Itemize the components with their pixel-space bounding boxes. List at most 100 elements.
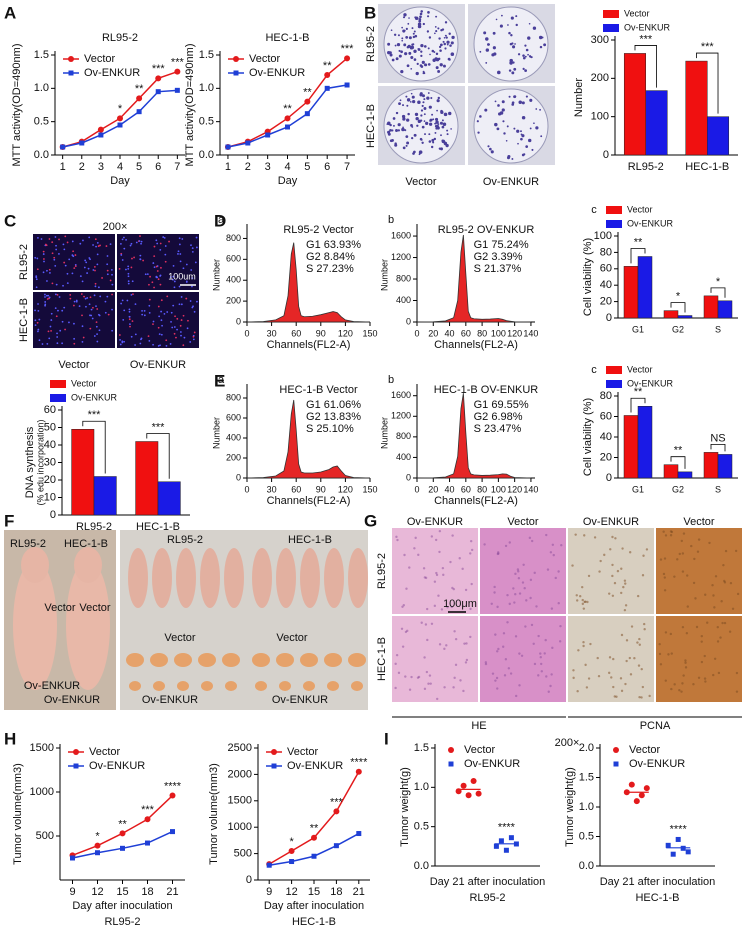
nucleus: [138, 240, 141, 242]
nucleus: [50, 329, 52, 332]
marker: [245, 140, 251, 146]
nucleus: [94, 238, 97, 241]
nucleus: [95, 321, 98, 324]
colony: [387, 50, 391, 55]
legend-label: Vector: [84, 53, 116, 65]
axis-label: Tumor weight(g): [564, 767, 576, 847]
nucleus: [118, 334, 121, 336]
y-tick-label: 1.5: [579, 771, 594, 783]
texture: [465, 642, 468, 645]
texture: [704, 680, 707, 683]
stat: G2 8.84%: [306, 251, 355, 263]
nucleus: [51, 252, 54, 255]
texture: [465, 658, 469, 662]
texture: [611, 563, 614, 567]
x-tick-label: 0: [414, 484, 419, 494]
texture: [513, 601, 516, 604]
colony: [415, 71, 419, 76]
x-tick-label: 6: [155, 161, 161, 173]
colony: [411, 43, 414, 46]
colony: [386, 123, 389, 125]
mouse: [200, 548, 220, 608]
texture: [681, 552, 685, 555]
colony: [501, 108, 505, 112]
texture: [438, 643, 442, 646]
nucleus: [192, 338, 195, 341]
texture: [450, 605, 454, 609]
colony: [440, 110, 444, 115]
nucleus: [56, 336, 59, 338]
marker: [155, 89, 161, 95]
nucleus: [53, 258, 56, 261]
y-tick-label: 0.5: [579, 830, 594, 842]
colony: [411, 27, 414, 30]
nucleus: [95, 245, 97, 248]
nucleus: [127, 282, 130, 285]
legend-label: Ov-ENKUR: [629, 758, 685, 770]
nucleus: [105, 245, 108, 247]
nucleus: [141, 313, 144, 316]
nucleus: [173, 326, 176, 328]
colony: [528, 138, 532, 143]
colony: [506, 125, 509, 128]
texture: [620, 689, 624, 693]
y-tick-label: 0: [246, 874, 252, 886]
x-tick-label: 20: [428, 484, 438, 494]
label: PCNA: [640, 720, 671, 732]
significance: ***: [171, 57, 185, 69]
texture: [690, 544, 693, 548]
nucleus: [50, 319, 53, 321]
texture: [645, 548, 649, 551]
stat: S 21.37%: [474, 263, 522, 275]
y-tick-label: 0: [606, 472, 612, 484]
colony: [416, 62, 419, 66]
x-tick-label: 6: [324, 161, 330, 173]
photo: [568, 528, 654, 614]
texture: [723, 581, 727, 584]
axis-label: Cell viability (%): [582, 398, 594, 476]
colony: [423, 107, 427, 110]
legend-swatch: [603, 24, 619, 32]
x-axis-label: Channels(FL2-A): [267, 339, 351, 351]
colony: [434, 117, 439, 121]
nucleus: [91, 317, 94, 320]
texture: [575, 594, 578, 597]
colony: [517, 142, 519, 145]
nucleus: [48, 337, 51, 340]
marker: [68, 56, 74, 62]
nucleus: [134, 344, 136, 346]
texture: [720, 600, 723, 603]
x-tick-label: 5: [304, 161, 310, 173]
colony: [497, 104, 500, 107]
nucleus: [72, 255, 75, 258]
texture: [425, 670, 429, 674]
y-tick-label: 50: [44, 421, 56, 433]
y-tick-label: 20: [600, 296, 612, 308]
legend-label: Ov-ENKUR: [71, 392, 118, 402]
colony: [427, 11, 430, 14]
colony: [397, 34, 400, 37]
x-tick-label: 3: [265, 161, 271, 173]
texture: [624, 682, 627, 686]
colony: [405, 144, 408, 147]
marker: [174, 68, 181, 75]
y-tick-label: 800: [396, 273, 411, 283]
y-tick-label: 0.0: [34, 149, 49, 161]
label: Vector: [164, 632, 196, 644]
colony: [444, 34, 447, 37]
colony: [434, 32, 436, 35]
texture: [504, 544, 508, 548]
marker: [304, 98, 311, 105]
marker: [174, 87, 180, 93]
x-tick-label: G1: [632, 484, 644, 494]
nucleus: [181, 238, 184, 240]
texture: [537, 634, 540, 638]
texture: [517, 570, 520, 573]
texture: [516, 568, 520, 571]
significance: ***: [141, 804, 155, 816]
nucleus: [189, 341, 192, 343]
colony: [398, 49, 401, 52]
colony: [535, 126, 539, 130]
nucleus: [169, 343, 172, 345]
colony: [437, 70, 441, 73]
